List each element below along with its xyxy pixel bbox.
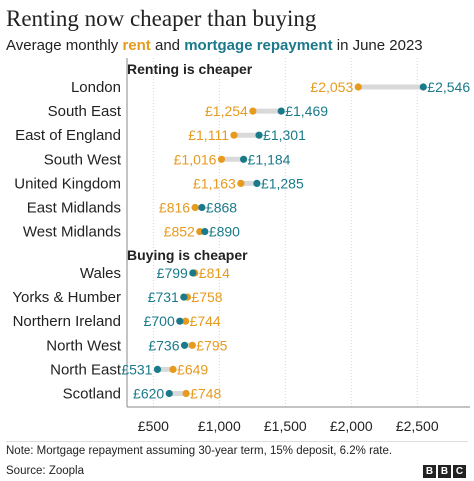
subtitle-suffix: in June 2023 [336,37,423,54]
rent-value-label: £852 [164,224,195,240]
x-tick-label: £2,000 [330,418,373,434]
rent-dot [182,389,190,398]
mortgage-value-label: £890 [209,224,240,240]
mortgage-value-label: £1,301 [263,127,306,143]
rent-dot [354,83,362,91]
region-label: United Kingdom [14,175,121,192]
rent-dot [217,155,226,163]
mortgage-dot [176,317,184,325]
mortgage-value-label: £700 [144,313,175,329]
subtitle-rent-key: rent [122,37,151,54]
rent-value-label: £795 [196,337,227,353]
mortgage-dot [180,293,188,301]
region-label: Scotland [63,386,121,403]
region-label: West Midlands [23,224,121,241]
rent-value-label: £814 [199,265,230,281]
mortgage-value-label: £531 [121,361,152,377]
mortgage-value-label: £799 [157,265,188,281]
x-tick-label: £1,500 [264,418,307,434]
bbc-logo-letter: B [438,465,451,478]
rent-value-label: £1,163 [193,175,236,191]
rent-value-label: £758 [191,289,222,305]
rent-value-label: £1,254 [205,103,248,119]
rent-value-label: £1,016 [174,151,217,167]
mortgage-dot [419,83,427,91]
rent-dot [249,107,257,115]
rent-value-label: £744 [190,313,221,329]
footer-divider [6,441,468,442]
mortgage-dot [180,341,189,349]
mortgage-value-label: £868 [206,200,237,216]
region-label: Yorks & Humber [12,289,121,306]
mortgage-dot [153,365,162,373]
mortgage-dot [198,203,206,212]
mortgage-value-label: £1,184 [248,151,291,167]
region-label: Wales [80,265,121,282]
mortgage-value-label: £731 [148,289,179,305]
subtitle-prefix: Average monthly [6,37,119,54]
source-credit: Source: Zoopla [6,465,84,477]
footnote: Note: Mortgage repayment assuming 30-yea… [6,445,393,457]
mortgage-value-label: £1,285 [261,175,304,191]
rent-value-label: £1,111 [188,127,229,143]
mortgage-dot [240,155,248,163]
rent-value-label: £2,053 [310,79,353,95]
region-label: North West [46,337,122,354]
chart-title: Renting now cheaper than buying [6,6,317,31]
mortgage-value-label: £2,546 [427,79,470,95]
bbc-logo: B B C [423,465,466,478]
rent-dot [237,179,245,187]
section-label: Renting is cheaper [127,61,253,77]
mortgage-dot [255,131,263,139]
dot-range-chart: £500 £1,000 £1,500 £2,000 £2,500 Renting is c… [12,58,470,434]
rent-dot [196,228,204,236]
rent-dot [181,317,190,325]
mortgage-value-label: £1,469 [285,103,328,119]
mortgage-dot [277,107,285,115]
region-label: East Midlands [27,200,121,217]
mortgage-dot [201,228,209,236]
region-label: South East [48,103,122,120]
region-label: East of England [15,127,121,144]
chart-subtitle: Average monthly rent and mortgage repaym… [6,37,423,54]
rent-value-label: £816 [159,200,190,216]
rent-dot [191,203,199,212]
rent-value-label: £748 [190,386,221,402]
x-tick-label: £2,500 [396,418,439,434]
x-tick-label: £500 [138,418,169,434]
region-label: North East [50,361,122,378]
rent-dot [188,341,196,349]
subtitle-and: and [154,37,181,54]
rent-value-label: £649 [177,361,208,377]
section-label: Buying is cheaper [127,247,248,263]
rent-dot [230,131,238,139]
region-label: South West [44,151,122,168]
region-label: London [71,79,121,96]
mortgage-dot [165,389,173,398]
bbc-logo-letter: C [453,465,466,478]
mortgage-value-label: £620 [133,386,164,402]
rent-dot [169,365,177,373]
bbc-logo-letter: B [423,465,436,478]
mortgage-dot [189,269,197,277]
mortgage-dot [253,179,261,187]
mortgage-value-label: £736 [148,337,179,353]
region-label: Northern Ireland [13,313,121,330]
x-tick-label: £1,000 [198,418,241,434]
subtitle-mortgage-key: mortgage repayment [184,37,333,54]
